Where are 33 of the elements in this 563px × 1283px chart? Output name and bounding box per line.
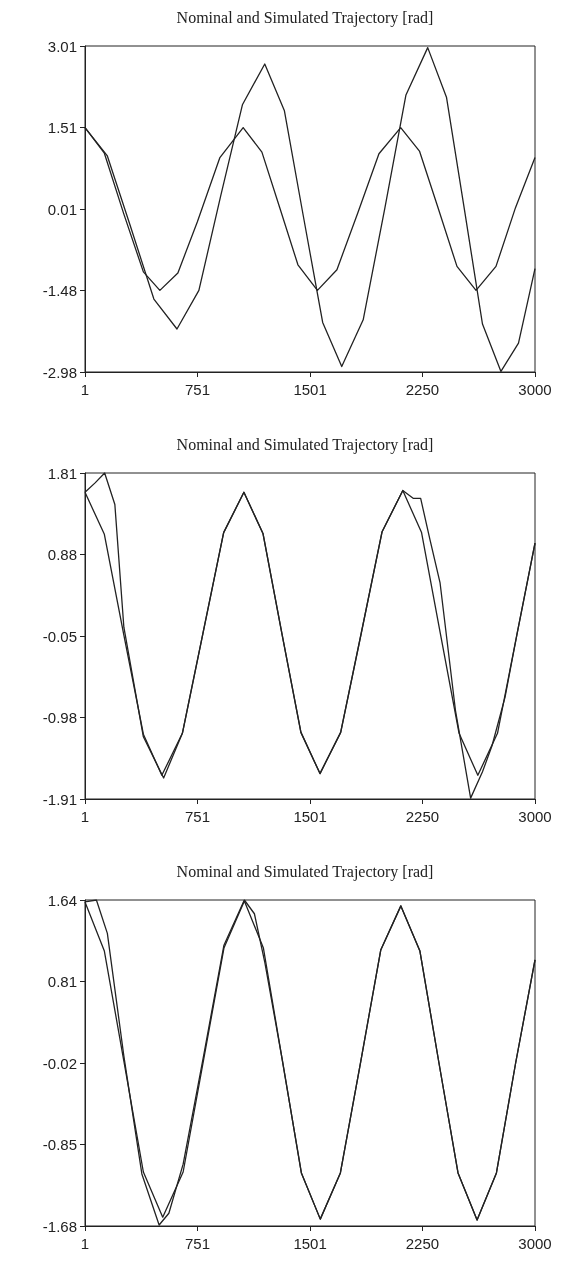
- y-tick-label: -0.98: [42, 709, 77, 726]
- y-tick-label: 0.81: [47, 973, 77, 990]
- chart-title: Nominal and Simulated Trajectory [rad]: [176, 435, 434, 454]
- x-tick-label: 1501: [293, 381, 327, 398]
- y-tick-label: 3.01: [47, 37, 77, 55]
- x-tick-label: 1: [80, 381, 90, 398]
- x-tick-label: 751: [185, 1235, 211, 1252]
- x-tick-label: 751: [185, 381, 211, 398]
- y-tick-label: -0.85: [42, 1136, 77, 1153]
- x-tick-label: 751: [185, 808, 211, 825]
- x-tick-label: 1501: [293, 808, 327, 825]
- x-tick-label: 1501: [293, 1235, 327, 1252]
- x-tick-label: 2250: [405, 808, 440, 825]
- x-tick-label: 2250: [405, 381, 440, 398]
- y-tick-label: -1.91: [42, 790, 77, 808]
- x-tick-label: 2250: [405, 1235, 440, 1252]
- y-tick-label: 1.64: [47, 891, 77, 909]
- y-tick-label: -1.68: [42, 1217, 77, 1235]
- y-tick-label: -2.98: [42, 363, 77, 381]
- x-tick-label: 1: [80, 808, 90, 825]
- y-tick-label: -0.05: [42, 627, 77, 645]
- y-tick-label: 1.51: [47, 119, 77, 137]
- chart-title: Nominal and Simulated Trajectory [rad]: [176, 8, 434, 27]
- x-tick-label: 3000: [518, 808, 552, 825]
- y-tick-label: 1.81: [47, 464, 77, 482]
- y-tick-label: 0.01: [47, 200, 77, 218]
- x-tick-label: 3000: [518, 381, 552, 398]
- chart-title: Nominal and Simulated Trajectory [rad]: [176, 862, 434, 881]
- x-tick-label: 3000: [518, 1235, 552, 1252]
- y-tick-label: -1.48: [42, 281, 77, 299]
- x-tick-label: 1: [80, 1235, 90, 1252]
- y-tick-label: -0.02: [42, 1054, 77, 1072]
- y-tick-label: 0.88: [47, 546, 77, 563]
